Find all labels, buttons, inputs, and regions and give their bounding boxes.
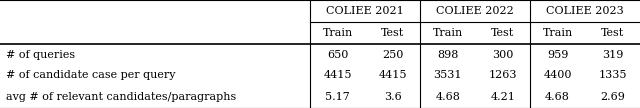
Text: Test: Test bbox=[491, 28, 515, 38]
Text: 4.68: 4.68 bbox=[435, 92, 460, 102]
Text: Train: Train bbox=[543, 28, 573, 38]
Text: 250: 250 bbox=[382, 49, 403, 60]
Text: Train: Train bbox=[323, 28, 353, 38]
Text: avg # of relevant candidates/paragraphs: avg # of relevant candidates/paragraphs bbox=[6, 92, 236, 102]
Text: 2.69: 2.69 bbox=[600, 92, 625, 102]
Text: 4.21: 4.21 bbox=[490, 92, 515, 102]
Text: 3.6: 3.6 bbox=[384, 92, 402, 102]
Text: 4415: 4415 bbox=[378, 71, 407, 80]
Text: COLIEE 2021: COLIEE 2021 bbox=[326, 6, 404, 16]
Text: 4415: 4415 bbox=[324, 71, 352, 80]
Text: 5.17: 5.17 bbox=[326, 92, 350, 102]
Text: # of candidate case per query: # of candidate case per query bbox=[6, 71, 175, 80]
Text: 4400: 4400 bbox=[543, 71, 572, 80]
Text: 650: 650 bbox=[327, 49, 349, 60]
Text: 1263: 1263 bbox=[488, 71, 517, 80]
Text: Test: Test bbox=[601, 28, 624, 38]
Text: 898: 898 bbox=[437, 49, 458, 60]
Text: Test: Test bbox=[381, 28, 404, 38]
Text: # of queries: # of queries bbox=[6, 49, 75, 60]
Text: COLIEE 2023: COLIEE 2023 bbox=[546, 6, 624, 16]
Text: 3531: 3531 bbox=[433, 71, 462, 80]
Text: 4.68: 4.68 bbox=[545, 92, 570, 102]
Text: Train: Train bbox=[433, 28, 463, 38]
Text: 959: 959 bbox=[547, 49, 568, 60]
Text: COLIEE 2022: COLIEE 2022 bbox=[436, 6, 514, 16]
Text: 1335: 1335 bbox=[598, 71, 627, 80]
Text: 300: 300 bbox=[492, 49, 513, 60]
Text: 319: 319 bbox=[602, 49, 623, 60]
